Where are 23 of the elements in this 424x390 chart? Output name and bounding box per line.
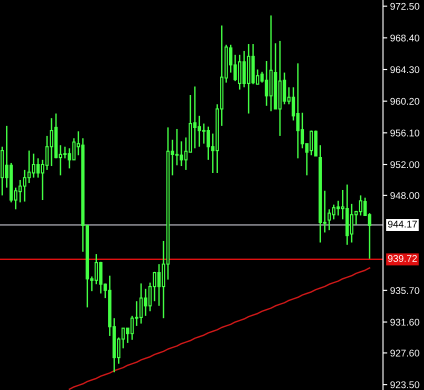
- y-tick-label: 956.10: [390, 130, 420, 136]
- candlestick: [63, 146, 67, 160]
- y-tick-label: 964.30: [390, 66, 420, 74]
- ref-line-label: 939.72: [388, 255, 417, 262]
- y-tick-label: 960.20: [390, 98, 420, 105]
- y-tick-label: 923.50: [390, 381, 420, 388]
- y-tick-label: 948.00: [390, 192, 420, 200]
- ref-line-label: 944.17: [388, 220, 417, 228]
- candlestick: [50, 117, 54, 167]
- candlestick: [175, 128, 179, 166]
- y-tick-label: 935.70: [390, 287, 420, 294]
- line-series: [68, 267, 370, 390]
- candlestick: [36, 158, 40, 178]
- candlestick: [264, 60, 268, 106]
- y-tick-label: 972.50: [390, 2, 420, 10]
- y-tick-label: 927.60: [390, 350, 420, 357]
- y-tick-label: 931.60: [390, 318, 420, 326]
- y-tick-label: 952.00: [390, 161, 420, 168]
- candlestick: [157, 263, 161, 307]
- candlestick: [180, 140, 184, 167]
- y-tick-label: 968.40: [390, 34, 420, 42]
- candlestick: [72, 138, 76, 161]
- candlestick: [144, 288, 148, 317]
